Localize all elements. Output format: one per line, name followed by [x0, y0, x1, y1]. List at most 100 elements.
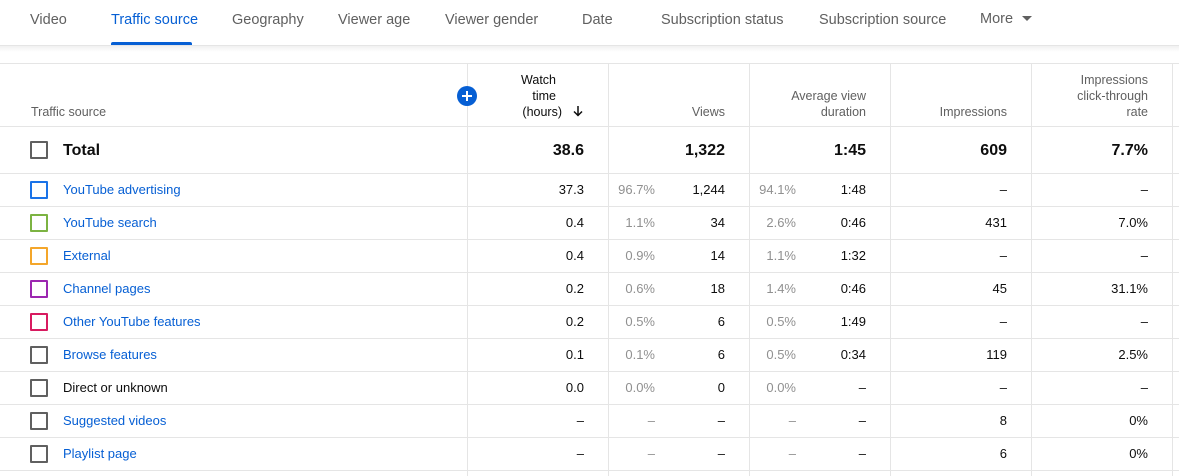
- cell-average-view-duration: 1:49: [840, 314, 866, 329]
- cell-average-view-duration: –: [858, 380, 866, 395]
- cell-watch-time: –: [576, 413, 584, 428]
- table-row-total: Total 38.6 1,322 1:45 609 7.7%: [0, 127, 1179, 173]
- tab-viewer-age[interactable]: Viewer age: [338, 12, 411, 28]
- cell-watch-time: 0.0: [565, 380, 584, 395]
- cell-views: 1,322: [684, 142, 725, 159]
- tab-subscription-source[interactable]: Subscription source: [819, 12, 947, 28]
- row-checkbox[interactable]: [30, 181, 48, 199]
- cell-impressions: –: [999, 248, 1007, 263]
- column-header-traffic-source[interactable]: Traffic source: [31, 105, 107, 119]
- row-checkbox[interactable]: [30, 445, 48, 463]
- row-label[interactable]: Suggested videos: [63, 413, 167, 428]
- row-label: Direct or unknown: [63, 380, 168, 395]
- row-label[interactable]: Browse features: [63, 347, 157, 362]
- active-tab-indicator: [111, 42, 192, 45]
- total-divider: [0, 173, 1179, 174]
- ctr-header-line: Impressions: [1080, 73, 1148, 87]
- tab-subscription-status[interactable]: Subscription status: [661, 12, 784, 28]
- tab-traffic-source[interactable]: Traffic source: [111, 12, 199, 28]
- cell-watch-time: –: [576, 446, 584, 461]
- cell-ctr: 0%: [1129, 413, 1148, 428]
- cell-watch-time-percent: 96.7%: [618, 182, 655, 197]
- tab-video[interactable]: Video: [30, 12, 67, 28]
- row-checkbox[interactable]: [30, 141, 48, 159]
- cell-watch-time-percent: 0.5%: [625, 314, 655, 329]
- cell-watch-time: 0.4: [565, 248, 584, 263]
- column-header-impressions-ctr[interactable]: Impressions click-through rate: [1018, 72, 1148, 120]
- cell-average-view-duration: 0:34: [840, 347, 866, 362]
- sort-descending-arrow-icon: [573, 106, 583, 117]
- tab-viewer-gender[interactable]: Viewer gender: [445, 12, 539, 28]
- tab-date[interactable]: Date: [582, 12, 613, 28]
- table-row: Playlist page – – – – – 6 0%: [0, 438, 1179, 470]
- cell-impressions: –: [999, 380, 1007, 395]
- cell-views-percent: 94.1%: [759, 182, 796, 197]
- cell-ctr: –: [1140, 314, 1148, 329]
- tab-more-label: More: [980, 11, 1014, 27]
- cell-views: 6: [717, 314, 725, 329]
- row-label[interactable]: YouTube advertising: [63, 182, 181, 197]
- cell-ctr: 0%: [1129, 446, 1148, 461]
- column-header-average-view-duration[interactable]: Average view duration: [736, 88, 866, 120]
- add-metric-button[interactable]: [457, 86, 477, 106]
- ctr-header-line: rate: [1126, 105, 1148, 119]
- row-label[interactable]: YouTube search: [63, 215, 157, 230]
- cell-views: –: [717, 446, 725, 461]
- row-label[interactable]: External: [63, 248, 111, 263]
- cell-ctr: –: [1140, 248, 1148, 263]
- row-divider: [0, 437, 1179, 438]
- cell-watch-time: 38.6: [552, 142, 584, 159]
- table-row: Direct or unknown 0.0 0.0% 0 0.0% – – –: [0, 372, 1179, 404]
- cell-ctr: 7.7%: [1111, 142, 1148, 159]
- cell-views-percent: –: [788, 446, 796, 461]
- row-label[interactable]: Channel pages: [63, 281, 151, 296]
- row-divider: [0, 371, 1179, 372]
- cell-views: 6: [717, 347, 725, 362]
- cell-views-percent: –: [788, 413, 796, 428]
- row-checkbox[interactable]: [30, 379, 48, 397]
- column-header-views[interactable]: Views: [691, 105, 725, 119]
- row-divider: [0, 338, 1179, 339]
- row-label[interactable]: Other YouTube features: [63, 314, 201, 329]
- cell-ctr: 7.0%: [1118, 215, 1148, 230]
- column-header-impressions[interactable]: Impressions: [939, 105, 1007, 119]
- cell-watch-time: 0.1: [565, 347, 584, 362]
- column-header-watch-time[interactable]: Watch time (hours): [464, 72, 584, 120]
- row-divider: [0, 470, 1179, 471]
- watch-time-header-line: Watch: [521, 73, 556, 87]
- row-checkbox[interactable]: [30, 214, 48, 232]
- cell-impressions: 609: [980, 142, 1007, 159]
- cell-views-percent: 2.6%: [766, 215, 796, 230]
- cell-impressions: 45: [992, 281, 1007, 296]
- row-checkbox[interactable]: [30, 313, 48, 331]
- column-divider: [890, 63, 891, 476]
- row-checkbox[interactable]: [30, 346, 48, 364]
- row-checkbox[interactable]: [30, 280, 48, 298]
- cell-ctr: 2.5%: [1118, 347, 1148, 362]
- table-row: External 0.4 0.9% 14 1.1% 1:32 – –: [0, 240, 1179, 272]
- cell-impressions: 8: [999, 413, 1007, 428]
- cell-views: 14: [710, 248, 725, 263]
- tab-more[interactable]: More: [980, 11, 1033, 27]
- tab-geography[interactable]: Geography: [232, 12, 304, 28]
- row-divider: [0, 272, 1179, 273]
- table-row: Browse features 0.1 0.1% 6 0.5% 0:34 119 2.5%: [0, 339, 1179, 371]
- cell-watch-time: 0.4: [565, 215, 584, 230]
- cell-impressions: –: [999, 314, 1007, 329]
- row-divider: [0, 404, 1179, 405]
- cell-average-view-duration: –: [858, 413, 866, 428]
- row-checkbox[interactable]: [30, 412, 48, 430]
- cell-watch-time-percent: 0.6%: [625, 281, 655, 296]
- cell-impressions: –: [999, 182, 1007, 197]
- row-checkbox[interactable]: [30, 247, 48, 265]
- cell-watch-time-percent: –: [647, 413, 655, 428]
- table-row: Other YouTube features 0.2 0.5% 6 0.5% 1:49 – –: [0, 306, 1179, 338]
- row-label[interactable]: Playlist page: [63, 446, 137, 461]
- cell-views: 0: [717, 380, 725, 395]
- cell-impressions: 119: [986, 347, 1007, 362]
- cell-average-view-duration: 0:46: [840, 215, 866, 230]
- tab-bar-shadow: [0, 46, 1179, 52]
- column-divider: [608, 63, 609, 476]
- watch-time-header-line: (hours): [522, 105, 562, 119]
- cell-ctr: 31.1%: [1111, 281, 1148, 296]
